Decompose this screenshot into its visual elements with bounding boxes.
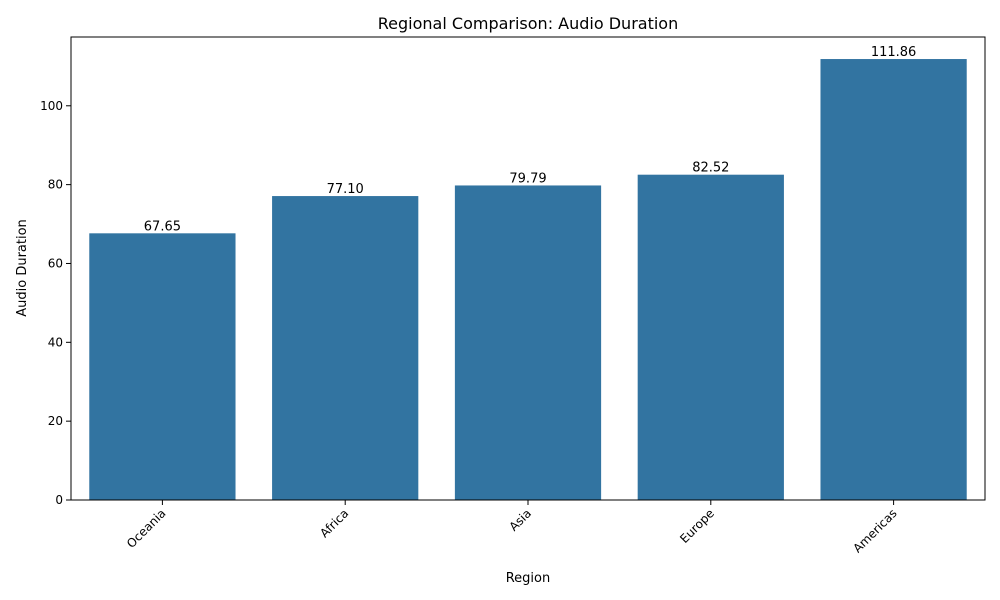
- bar-africa: [272, 196, 419, 501]
- bar-value-label: 82.52: [692, 161, 729, 176]
- x-tick-label: Europe: [677, 506, 717, 546]
- bar-asia: [454, 185, 602, 500]
- y-tick-label: 40: [48, 335, 63, 349]
- y-tick-label: 80: [48, 178, 63, 192]
- y-tick-label: 60: [48, 256, 63, 270]
- x-tick-label: Africa: [317, 506, 351, 540]
- y-tick-label: 20: [48, 414, 63, 428]
- bar-value-label: 111.86: [871, 45, 917, 60]
- bar-europe: [637, 174, 784, 500]
- y-axis: 0 20 40 60 80 100: [40, 99, 71, 507]
- plot-area: 67.65 77.10 79.79 82.52 111.86: [70, 36, 986, 501]
- bar-value-label: 67.65: [144, 219, 181, 234]
- y-tick-label: 100: [40, 99, 63, 113]
- x-tick-label: Americas: [850, 506, 899, 555]
- bar-americas: [820, 59, 967, 501]
- x-axis-label: Region: [506, 571, 551, 586]
- chart-title: Regional Comparison: Audio Duration: [378, 14, 678, 33]
- x-tick-label: Oceania: [124, 506, 169, 551]
- x-axis: Oceania Africa Asia Europe Americas: [124, 500, 900, 556]
- bar-value-label: 79.79: [509, 171, 546, 186]
- x-tick-label: Asia: [506, 506, 534, 534]
- bar-oceania: [89, 233, 236, 501]
- y-axis-label: Audio Duration: [15, 219, 30, 317]
- y-tick-label: 0: [55, 493, 63, 507]
- bar-value-label: 77.10: [327, 182, 364, 197]
